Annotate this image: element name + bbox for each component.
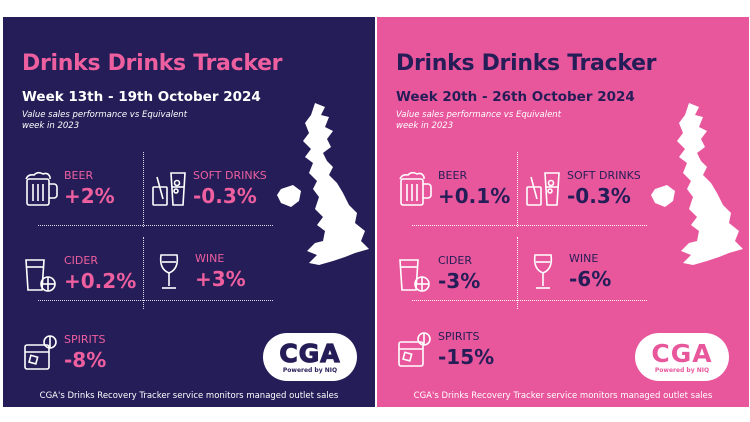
category-label: CIDER [438,254,472,267]
category-label: SOFT DRINKS [567,169,641,182]
category-label: WINE [569,252,599,265]
footer-note: CGA's Drinks Recovery Tracker service mo… [39,391,339,401]
category-value: -6% [569,267,612,291]
beer-mug-icon [25,171,58,206]
divider-vertical [517,152,518,227]
category-value: +0.1% [438,184,511,208]
beer-mug-icon [399,171,432,206]
tracker-panel-week-13-19: Drinks Drinks Tracker Week 13th - 19th O… [3,17,375,407]
week-range: Week 20th - 26th October 2024 [396,89,635,105]
panel-title: Drinks Drinks Tracker [396,51,657,76]
category-label: WINE [195,252,225,265]
divider-vertical [143,237,144,309]
category-value: +2% [64,184,115,208]
uk-map-icon [277,103,369,265]
panel-subtitle: Value sales performance vs Equivalent we… [22,110,188,131]
category-label: SPIRITS [64,333,106,346]
soft-drink-glass-icon [526,172,560,206]
logo-subtext: Powered by NIQ [282,367,338,374]
panel-subtitle: Value sales performance vs Equivalent we… [396,110,562,131]
divider-vertical [143,152,144,227]
spirits-tumbler-icon [24,335,57,370]
category-label: BEER [64,169,94,182]
logo-subtext: Powered by NIQ [654,367,710,374]
divider-vertical [517,237,518,309]
category-label: SOFT DRINKS [193,169,267,182]
category-value: -8% [64,348,107,372]
footer-note: CGA's Drinks Recovery Tracker service mo… [413,391,713,401]
uk-map-icon [651,103,743,265]
cider-glass-icon [25,259,56,292]
category-value: -15% [438,345,495,369]
logo-mark: CGA [279,338,341,368]
panel-title: Drinks Drinks Tracker [22,51,283,76]
category-value: -3% [438,269,481,293]
category-label: CIDER [64,254,98,267]
cider-glass-icon [399,259,430,292]
divider-horizontal [412,225,647,226]
spirits-tumbler-icon [398,332,431,367]
cga-logo: CGA Powered by NIQ [635,333,729,381]
week-range: Week 13th - 19th October 2024 [22,89,261,105]
logo-mark: CGA [651,339,713,368]
divider-horizontal [38,225,273,226]
soft-drink-glass-icon [152,172,186,206]
wine-glass-icon [533,254,553,289]
tracker-panel-week-20-26: Drinks Drinks Tracker Week 20th - 26th O… [377,17,749,407]
category-label: BEER [438,169,468,182]
category-value: -0.3% [567,184,631,208]
category-value: -0.3% [193,184,257,208]
divider-horizontal [38,300,273,301]
category-value: +3% [195,267,246,291]
wine-glass-icon [159,254,179,289]
category-label: SPIRITS [438,330,480,343]
cga-logo: CGA Powered by NIQ [263,333,357,381]
divider-horizontal [412,300,647,301]
category-value: +0.2% [64,269,137,293]
